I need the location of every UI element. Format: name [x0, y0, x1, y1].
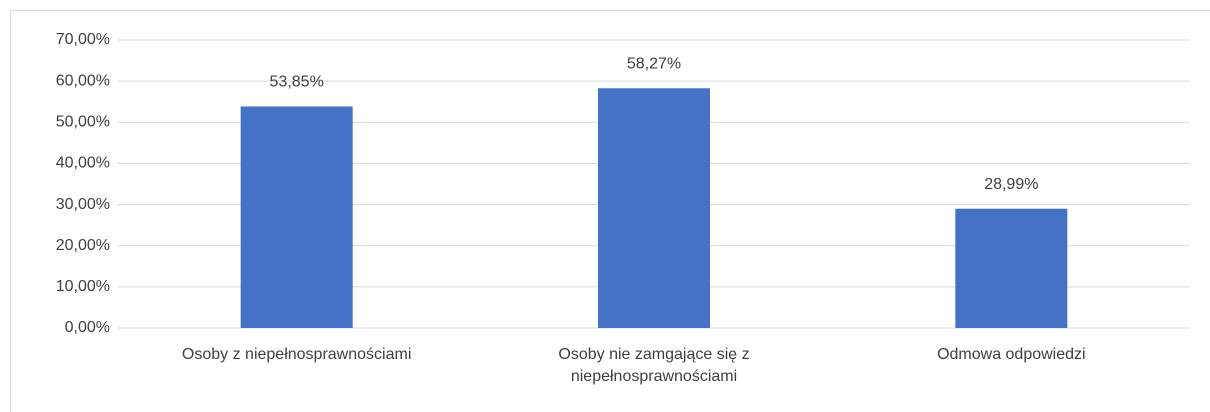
y-tick-label: 0,00% [65, 319, 110, 336]
y-tick-label: 60,00% [56, 72, 110, 89]
x-tick-label: Odmowa odpowiedzi [937, 346, 1086, 363]
x-tick-label: Osoby z niepełnosprawnościami [181, 346, 412, 363]
bar [598, 88, 710, 328]
y-tick-label: 70,00% [56, 31, 110, 48]
data-label: 28,99% [984, 176, 1038, 193]
y-tick-label: 10,00% [56, 278, 110, 295]
data-label: 53,85% [270, 74, 324, 91]
chart-border [10, 10, 1210, 412]
bar [955, 208, 1068, 328]
bar [240, 106, 353, 329]
x-tick-label: Osoby nie zamgające się z niepełnosprawn… [558, 346, 750, 385]
data-label: 58,27% [627, 55, 681, 72]
y-tick-label: 20,00% [56, 237, 110, 254]
y-tick-label: 50,00% [56, 114, 110, 131]
y-tick-label: 40,00% [56, 155, 110, 172]
y-tick-label: 30,00% [56, 196, 110, 213]
